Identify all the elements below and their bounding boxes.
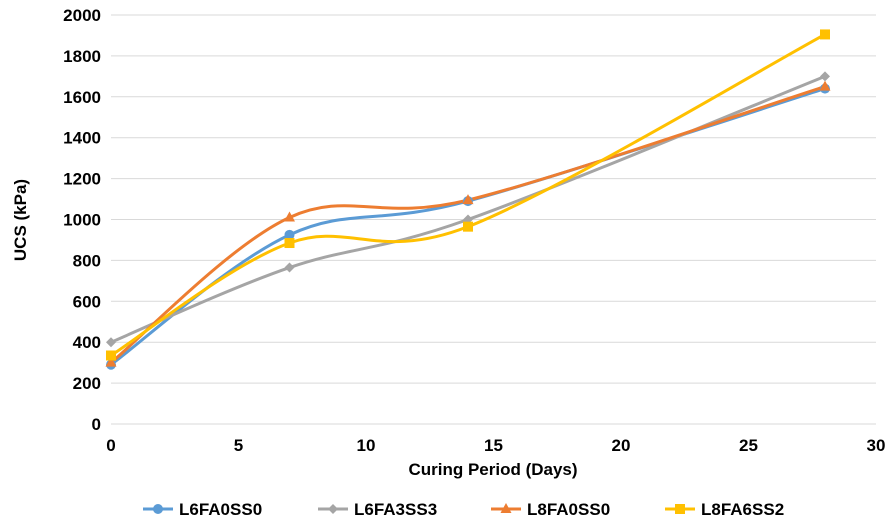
data-point-l8fa0ss0 (284, 211, 295, 222)
series-line-l8fa0ss0 (109, 85, 827, 365)
y-tick-label: 200 (73, 374, 101, 393)
y-tick-label: 1600 (63, 88, 101, 107)
y-tick-label: 1400 (63, 129, 101, 148)
legend: L6FA0SS0 L6FA3SS3 L8FA0SS0 L8FA6SS2 (143, 500, 784, 519)
data-point-l8fa6ss2 (284, 238, 295, 249)
data-point-l6fa3ss3 (106, 337, 116, 348)
x-tick-label: 25 (739, 436, 758, 455)
y-tick-label: 1000 (63, 211, 101, 230)
x-tick-label: 5 (234, 436, 243, 455)
x-tick-label: 15 (484, 436, 503, 455)
legend-label-l8fa6ss2: L8FA6SS2 (701, 500, 784, 519)
data-point-l6fa0ss0 (284, 229, 295, 240)
series-markers (105, 29, 831, 370)
data-point-l8fa6ss2 (820, 29, 830, 40)
data-point-l6fa3ss3 (284, 262, 295, 273)
y-axis-title: UCS (kPa) (11, 179, 30, 261)
legend-marker-l6fa3ss3 (328, 504, 338, 514)
series-line-l8fa6ss2 (109, 32, 827, 357)
legend-label-l6fa3ss3: L6FA3SS3 (354, 500, 437, 519)
y-tick-label: 1200 (63, 170, 101, 189)
y-tick-label: 800 (73, 251, 101, 270)
data-point-l6fa3ss3 (820, 71, 830, 82)
y-tick-label: 600 (73, 292, 101, 311)
y-tick-label: 400 (73, 333, 101, 352)
legend-marker-l6fa0ss0 (153, 504, 163, 514)
legend-marker-l8fa6ss2 (675, 504, 685, 514)
legend-label-l8fa0ss0: L8FA0SS0 (527, 500, 610, 519)
x-axis-title: Curing Period (Days) (408, 460, 577, 479)
data-point-l8fa6ss2 (463, 221, 473, 232)
x-tick-label: 10 (357, 436, 376, 455)
data-point-l8fa0ss0 (462, 194, 474, 205)
legend-marker-l8fa0ss0 (500, 503, 512, 513)
gridlines (111, 14, 876, 384)
x-tick-label: 30 (867, 436, 886, 455)
y-tick-label: 1800 (63, 47, 101, 66)
y-tick-label: 2000 (63, 6, 101, 25)
x-tick-label: 0 (106, 436, 115, 455)
data-point-l8fa0ss0 (105, 356, 117, 367)
tick-labels: 0 200 400 600 800 1000 1200 1400 1600 1800 2000 0 5 1… (63, 6, 885, 455)
data-point-l8fa0ss0 (819, 80, 831, 91)
x-tick-label: 20 (612, 436, 631, 455)
data-point-l8fa6ss2 (106, 350, 116, 361)
series-lines (109, 32, 827, 367)
series-line-l6fa3ss3 (109, 74, 827, 344)
y-tick-label: 0 (92, 415, 101, 434)
legend-label-l6fa0ss0: L6FA0SS0 (179, 500, 262, 519)
